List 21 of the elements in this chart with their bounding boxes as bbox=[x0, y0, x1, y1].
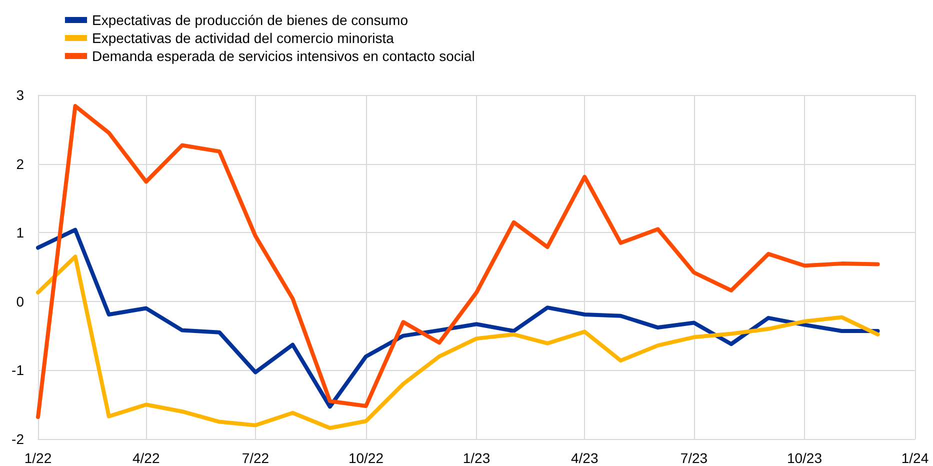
y-tick-label: 1 bbox=[16, 224, 24, 241]
x-tick-label: 1/24 bbox=[901, 450, 929, 466]
line-series bbox=[36, 228, 880, 409]
x-tick-label: 4/23 bbox=[571, 450, 598, 466]
x-tick-label: 10/23 bbox=[786, 450, 822, 466]
legend-label: Expectativas de producción de bienes de consumo bbox=[92, 12, 408, 28]
y-tick-label: -1 bbox=[12, 362, 24, 378]
line-series bbox=[36, 104, 880, 419]
line-series bbox=[36, 254, 880, 430]
x-tick-label: 7/22 bbox=[242, 450, 270, 466]
y-tick-label: -2 bbox=[12, 431, 24, 447]
x-tick-label: 1/22 bbox=[24, 450, 52, 466]
x-tick-label: 4/22 bbox=[132, 450, 160, 466]
x-tick-label: 1/23 bbox=[462, 450, 490, 466]
x-tick-label: 7/23 bbox=[680, 450, 708, 466]
x-tick-label: 10/22 bbox=[348, 450, 384, 466]
y-tick-label: 3 bbox=[16, 87, 24, 103]
legend-label: Demanda esperada de servicios intensivos en contacto social bbox=[92, 48, 475, 64]
y-tick-label: 0 bbox=[16, 293, 24, 310]
legend-label: Expectativas de actividad del comercio minorista bbox=[92, 30, 394, 46]
y-tick-label: 2 bbox=[16, 156, 24, 172]
